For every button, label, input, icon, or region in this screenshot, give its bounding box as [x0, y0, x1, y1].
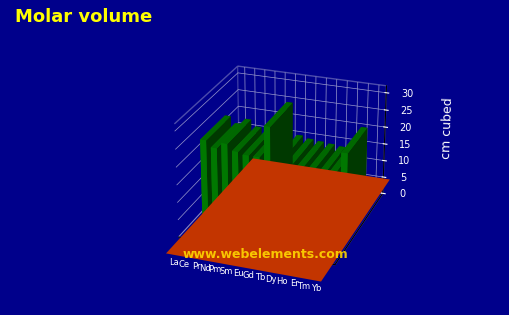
- Text: Molar volume: Molar volume: [15, 8, 152, 26]
- Text: www.webelements.com: www.webelements.com: [182, 248, 348, 261]
